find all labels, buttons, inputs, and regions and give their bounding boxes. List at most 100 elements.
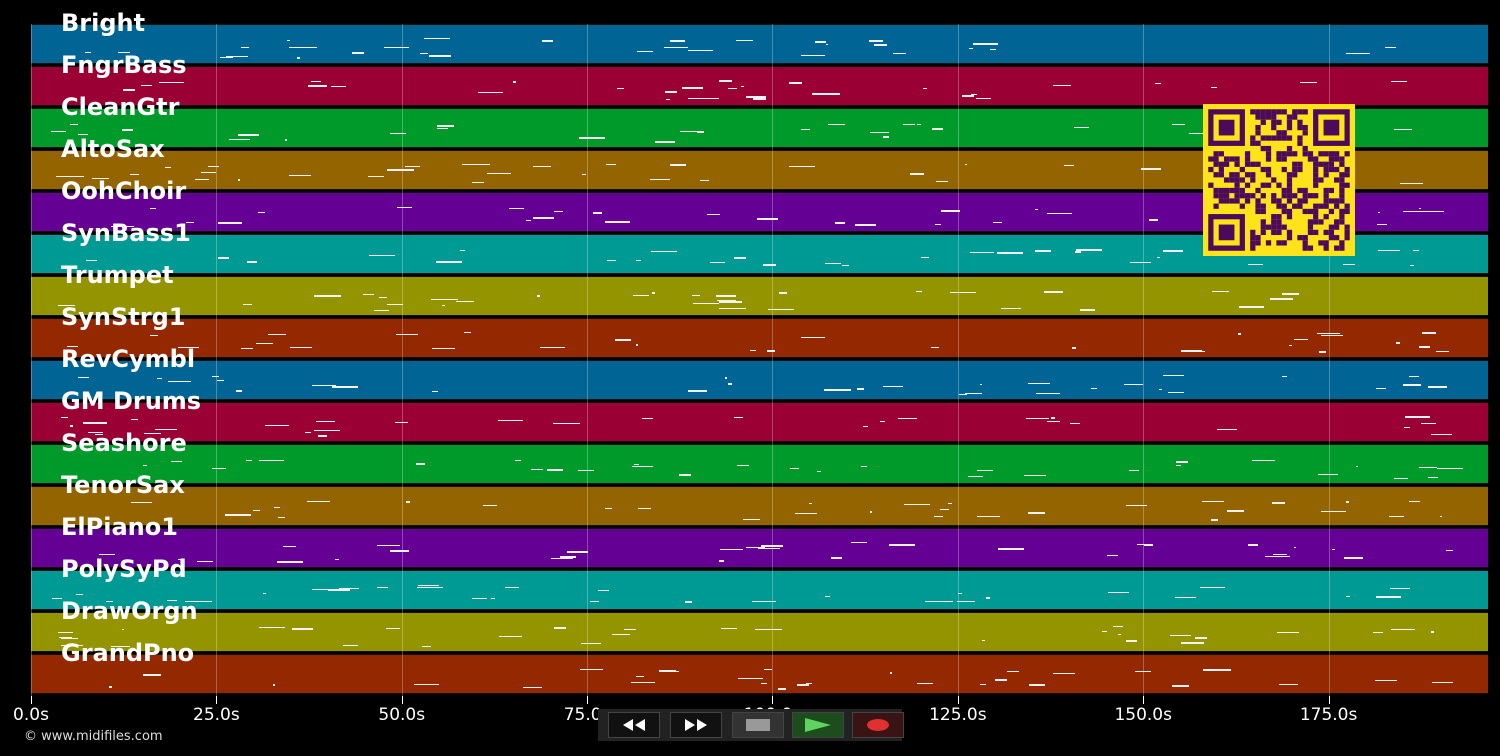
midi-note	[1180, 641, 1205, 644]
midi-note	[241, 347, 253, 349]
midi-note	[1265, 556, 1291, 558]
midi-note	[874, 43, 888, 46]
midi-note	[362, 293, 374, 295]
midi-note	[1123, 383, 1143, 385]
midi-note	[130, 173, 139, 175]
midi-note	[718, 301, 742, 304]
qr-code	[1203, 104, 1355, 256]
midi-note	[1342, 264, 1356, 266]
midi-note	[111, 225, 134, 227]
midi-note	[1047, 213, 1073, 215]
midi-note	[920, 256, 930, 258]
midi-note	[633, 294, 650, 296]
midi-note	[965, 392, 982, 394]
midi-note	[311, 588, 331, 590]
midi-note	[589, 600, 600, 602]
midi-note	[1400, 182, 1424, 184]
fast-forward-button[interactable]	[670, 712, 722, 738]
midi-note	[389, 549, 409, 552]
midi-note	[477, 91, 504, 93]
track-lane[interactable]	[31, 444, 1488, 484]
track-lane[interactable]	[31, 612, 1488, 652]
midi-note	[947, 502, 953, 504]
axis-tick-label: 125.0s	[929, 705, 987, 725]
midi-note	[1293, 339, 1308, 341]
midi-note	[1188, 132, 1207, 134]
midi-note	[869, 39, 883, 42]
midi-note	[727, 383, 733, 386]
midi-note	[538, 687, 542, 689]
midi-note	[779, 292, 788, 295]
midi-note	[472, 182, 485, 184]
midi-note	[1418, 207, 1421, 209]
track-lane[interactable]	[31, 276, 1488, 316]
midi-note	[149, 207, 156, 209]
midi-note	[1431, 631, 1434, 634]
midi-note	[216, 380, 224, 382]
midi-note	[143, 433, 162, 435]
midi-note	[228, 139, 250, 141]
track-lane[interactable]	[31, 24, 1488, 64]
track-label: SynStrg1	[61, 303, 186, 331]
midi-note	[77, 134, 88, 136]
midi-note	[1276, 631, 1300, 633]
midi-note	[217, 222, 242, 225]
midi-note	[1394, 128, 1413, 130]
midi-note	[413, 684, 439, 686]
midi-note	[636, 51, 653, 53]
midi-note	[1395, 341, 1401, 344]
midi-note	[651, 251, 677, 253]
midi-note	[1136, 543, 1146, 545]
midi-note	[1167, 391, 1185, 393]
midi-note	[1319, 350, 1327, 353]
grid-line	[401, 24, 403, 696]
midi-note	[554, 210, 563, 212]
piano-roll[interactable]	[31, 24, 1488, 696]
midi-note	[167, 599, 178, 601]
play-button[interactable]	[792, 712, 844, 738]
midi-note	[1155, 83, 1161, 85]
midi-note	[685, 601, 692, 604]
midi-note	[377, 545, 401, 547]
midi-note	[742, 519, 760, 521]
track-lane[interactable]	[31, 318, 1488, 358]
midi-note	[1252, 459, 1276, 461]
rewind-button[interactable]	[608, 712, 660, 738]
midi-note	[177, 558, 182, 560]
midi-note	[462, 164, 491, 166]
midi-note	[666, 99, 670, 101]
midi-note	[1390, 628, 1415, 630]
track-label: FngrBass	[61, 51, 187, 79]
track-lane[interactable]	[31, 654, 1488, 694]
midi-note	[1117, 634, 1121, 636]
midi-note	[879, 421, 886, 423]
midi-note	[330, 86, 347, 88]
midi-note	[311, 384, 336, 386]
midi-note	[219, 57, 234, 59]
track-lane[interactable]	[31, 402, 1488, 442]
midi-note	[688, 98, 705, 99]
midi-note	[386, 168, 414, 171]
track-lane[interactable]	[31, 360, 1488, 400]
midi-note	[512, 81, 516, 84]
midi-note	[1317, 333, 1340, 335]
midi-note	[736, 465, 749, 467]
midi-note	[850, 542, 868, 544]
midi-note	[1344, 557, 1364, 560]
midi-note	[463, 332, 472, 334]
midi-note	[1281, 292, 1300, 295]
midi-note	[1211, 290, 1230, 292]
record-button[interactable]	[852, 712, 904, 738]
midi-note	[405, 165, 420, 167]
stop-button[interactable]	[732, 712, 784, 738]
midi-note	[547, 469, 563, 472]
track-lane[interactable]	[31, 66, 1488, 106]
midi-note	[436, 128, 448, 130]
midi-note	[1412, 250, 1420, 252]
midi-note	[307, 84, 327, 87]
midi-note	[869, 510, 873, 513]
midi-note	[996, 251, 1023, 254]
midi-note	[419, 52, 429, 54]
track-lane[interactable]	[31, 570, 1488, 610]
midi-note	[824, 596, 830, 598]
